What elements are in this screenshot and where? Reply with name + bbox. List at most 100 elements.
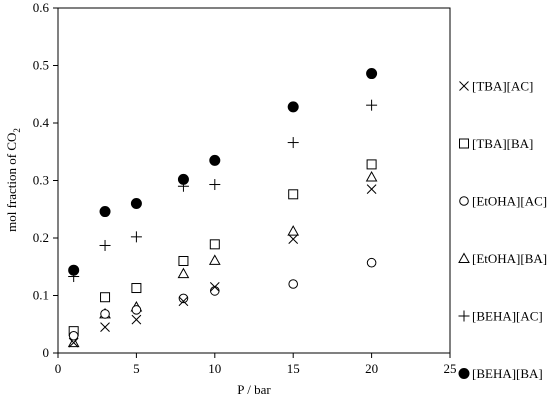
series-etohaba [67, 171, 378, 348]
data-point [68, 330, 79, 341]
data-point [177, 173, 189, 185]
data-point [366, 68, 378, 80]
legend-item: [BEHA][BA] [458, 366, 543, 381]
data-point [209, 154, 221, 166]
legend-marker [459, 196, 469, 206]
data-point [288, 234, 299, 245]
legend-marker [459, 81, 469, 91]
square-shape [209, 239, 220, 250]
data-point [131, 283, 142, 294]
data-point [100, 309, 110, 319]
x-tick-label: 25 [444, 361, 457, 376]
data-point [210, 286, 220, 296]
x-tick-label: 0 [55, 361, 62, 376]
data-point [130, 231, 142, 243]
triangle-shape [365, 171, 378, 182]
circle-shape [366, 257, 377, 268]
y-axis-ticks: 0 0.1 0.2 0.3 0.4 0.5 0.6 [33, 0, 58, 360]
legend-label: [BEHA][AC] [472, 309, 543, 324]
square-shape [459, 138, 469, 149]
filled-circle-shape [99, 206, 111, 218]
circle-shape [210, 286, 220, 296]
legend-marker [458, 252, 470, 263]
x-tick-label: 5 [133, 361, 140, 376]
cross-stroke [68, 337, 79, 348]
filled-circle-shape [209, 154, 221, 166]
square-shape [131, 283, 142, 294]
x-axis-ticks: 0 5 10 15 20 25 [55, 353, 457, 376]
cross-stroke [178, 296, 189, 307]
data-point [366, 184, 377, 194]
cross-stroke [288, 234, 299, 245]
legend-marker [458, 310, 470, 322]
square-shape [100, 292, 111, 303]
legend-marker [458, 368, 470, 379]
filled-circle-shape [177, 173, 189, 185]
legend-label: [TBA][AC] [472, 79, 533, 94]
legend-item: [EtOHA][BA] [458, 251, 547, 266]
data-point [178, 256, 189, 266]
y-axis-title-subscript: 2 [12, 128, 22, 133]
cross-stroke [366, 184, 377, 194]
legend-marker [459, 138, 469, 149]
data-point [287, 137, 299, 149]
data-point [177, 267, 190, 279]
data-points [67, 68, 378, 348]
triangle-shape [208, 254, 221, 265]
data-point [100, 322, 110, 332]
y-tick-label: 0.4 [33, 115, 50, 130]
square-shape [178, 256, 189, 266]
filled-circle-shape [366, 68, 378, 80]
data-point [209, 239, 220, 250]
circle-shape [178, 293, 189, 304]
legend-item: [TBA][AC] [459, 79, 533, 94]
circle-shape [68, 330, 79, 341]
y-axis-title: mol fraction of CO2 [4, 128, 22, 232]
circle-shape [459, 196, 469, 206]
y-tick-label: 0 [43, 345, 50, 360]
data-point [288, 189, 299, 200]
filled-circle-shape [458, 368, 470, 379]
filled-circle-shape [287, 101, 299, 113]
legend-label: [EtOHA][BA] [472, 251, 547, 266]
plot-area-border [57, 7, 451, 354]
y-tick-label: 0.5 [33, 58, 49, 73]
legend-item: [BEHA][AC] [458, 309, 543, 324]
square-shape [366, 159, 377, 170]
legend-label: [BEHA][BA] [472, 366, 543, 381]
data-point [131, 305, 142, 315]
data-point [178, 293, 189, 304]
y-tick-label: 0.3 [33, 173, 49, 188]
data-point [366, 99, 378, 111]
square-shape [288, 189, 299, 200]
data-point [130, 198, 142, 209]
triangle-shape [177, 267, 190, 279]
filled-circle-shape [68, 264, 80, 276]
data-point [366, 159, 377, 170]
x-tick-label: 10 [208, 361, 221, 376]
y-tick-label: 0.1 [33, 288, 49, 303]
data-point [100, 292, 111, 303]
circle-shape [131, 305, 142, 315]
series-tbaba [68, 159, 377, 337]
cross-stroke [131, 314, 142, 325]
x-tick-label: 20 [365, 361, 378, 376]
series-behaba [68, 68, 378, 276]
y-tick-label: 0.2 [33, 230, 49, 245]
legend-label: [TBA][BA] [472, 136, 533, 151]
data-point [208, 254, 221, 265]
data-point [99, 206, 111, 218]
data-point [131, 314, 142, 325]
legend-item: [EtOHA][AC] [459, 194, 547, 209]
plot-frame [57, 7, 451, 354]
triangle-shape [287, 225, 300, 236]
data-point [366, 257, 377, 268]
data-point [68, 337, 79, 348]
data-point [178, 296, 189, 307]
data-point [287, 225, 300, 236]
cross-stroke [459, 81, 469, 91]
cross-stroke [209, 282, 220, 292]
triangle-shape [458, 252, 470, 263]
data-point [287, 101, 299, 113]
